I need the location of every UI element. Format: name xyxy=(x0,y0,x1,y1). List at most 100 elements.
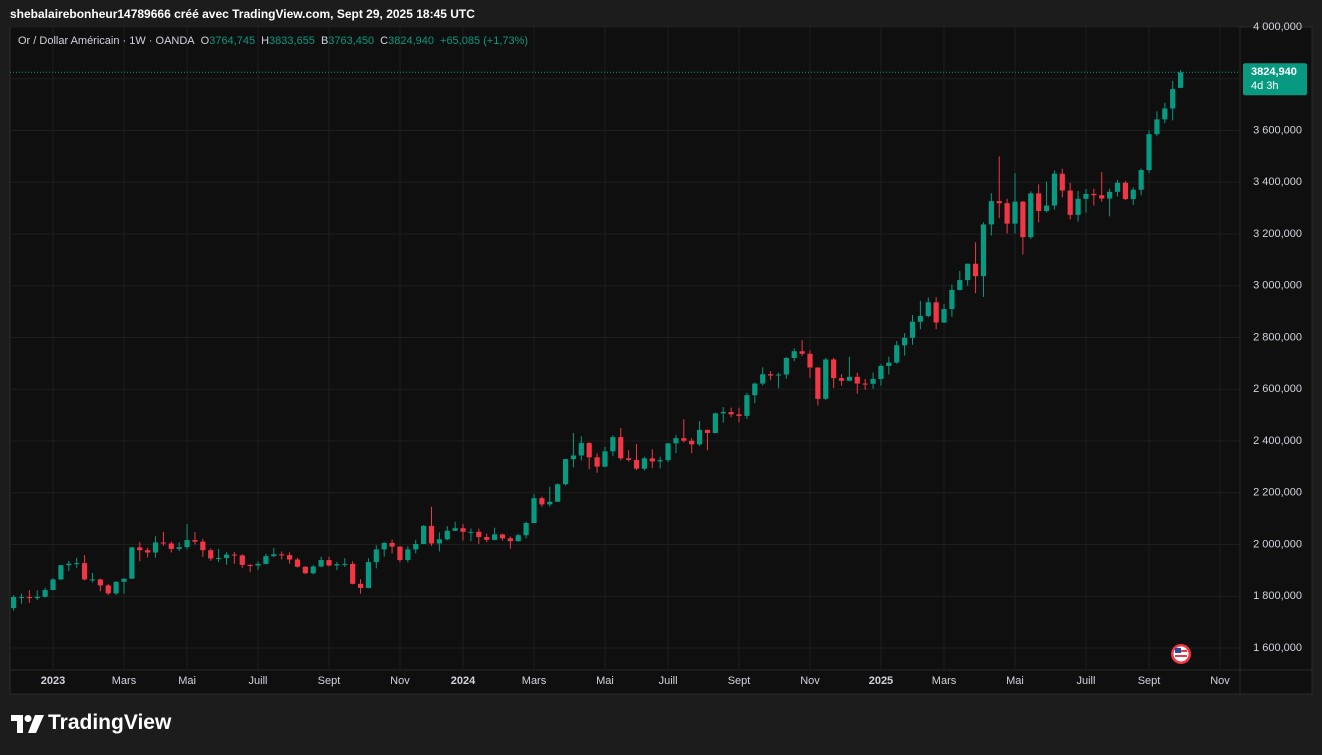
candle-body xyxy=(200,541,206,551)
candle-body xyxy=(334,564,340,566)
quote-item: B3763,450 xyxy=(321,35,374,47)
candle-body xyxy=(626,458,632,460)
candle-body xyxy=(547,501,553,505)
candle-body xyxy=(365,562,372,588)
candle-body xyxy=(602,451,608,467)
candle-body xyxy=(594,457,600,467)
candle-body xyxy=(799,351,805,354)
candle-body xyxy=(610,437,616,452)
y-tick-label: 2 400,000 xyxy=(1253,435,1302,447)
candle-body xyxy=(255,563,261,566)
quote-key: B xyxy=(320,35,329,47)
candle-body xyxy=(137,547,143,551)
candle-body xyxy=(957,280,963,290)
x-tick-label: Nov xyxy=(800,675,820,687)
candle-body xyxy=(933,302,939,323)
candle-body xyxy=(1114,182,1121,192)
x-tick-label: Juill xyxy=(659,675,678,687)
candle-body xyxy=(42,590,48,597)
candle-body xyxy=(712,413,718,433)
candle-body xyxy=(11,597,17,609)
x-tick-label: Mars xyxy=(112,675,137,687)
y-tick-label: 1 600,000 xyxy=(1253,642,1302,654)
candle-body xyxy=(791,351,797,358)
candle-body xyxy=(413,543,419,550)
candle-body xyxy=(854,376,860,384)
candle-body xyxy=(58,565,64,580)
candle-body xyxy=(1067,190,1073,215)
candle-body xyxy=(815,367,821,399)
candle-body xyxy=(176,547,182,549)
candle-body xyxy=(231,554,237,556)
candle-body xyxy=(767,374,774,376)
candle-body xyxy=(507,538,513,542)
x-tick-label: 2023 xyxy=(41,675,65,687)
candle-body xyxy=(263,556,269,564)
y-tick-label: 2 800,000 xyxy=(1253,331,1302,343)
candle-body xyxy=(949,289,955,310)
candle-body xyxy=(760,374,766,384)
chart-panel xyxy=(9,26,1313,695)
candle-body xyxy=(823,359,829,399)
candle-body xyxy=(665,443,671,461)
candle-body xyxy=(491,534,498,540)
candle-body xyxy=(831,359,837,379)
candle-body xyxy=(113,581,119,594)
quote-item: C3824,940 xyxy=(380,35,434,47)
candle-body xyxy=(1036,193,1042,211)
candle-body xyxy=(428,525,435,544)
candle-body xyxy=(618,437,624,459)
candle-body xyxy=(657,460,663,462)
y-tick-label: 4 000,000 xyxy=(1253,21,1302,33)
event-flag xyxy=(1171,644,1191,664)
quote-change: +65,085 (+1,73%) xyxy=(440,35,529,47)
candle-body xyxy=(783,357,789,375)
candle-body xyxy=(941,309,947,323)
candle-body xyxy=(965,263,971,281)
candle-body xyxy=(570,455,577,460)
candle-body xyxy=(342,563,348,565)
candle-body xyxy=(807,353,813,368)
quote-item: H3833,655 xyxy=(261,35,315,47)
caption: shebalairebonheur14789666 créé avec Trad… xyxy=(10,7,475,21)
candle-body xyxy=(168,543,174,549)
quote-item: O3764,745 xyxy=(201,35,255,47)
candle-body xyxy=(862,383,868,385)
quote-value: 3824,940 xyxy=(388,35,435,47)
candle-body xyxy=(310,566,316,574)
candle-body xyxy=(562,459,569,485)
candle-body xyxy=(846,376,853,381)
x-tick-label: Sept xyxy=(318,675,341,687)
brand: TradingView xyxy=(48,711,172,734)
candle-body xyxy=(192,540,198,542)
candle-body xyxy=(18,597,25,599)
candle-body xyxy=(1122,182,1128,200)
x-tick-label: Mars xyxy=(932,675,957,687)
candle-body xyxy=(878,365,884,379)
x-tick-label: Nov xyxy=(1210,675,1230,687)
x-tick-label: Mars xyxy=(522,675,547,687)
candle-body xyxy=(208,550,214,559)
candle-body xyxy=(1075,198,1081,215)
candle-body xyxy=(838,378,845,381)
x-tick-label: Mai xyxy=(596,675,614,687)
candle-body xyxy=(373,549,379,563)
candle-body xyxy=(89,579,96,581)
candle-body xyxy=(1012,201,1018,224)
x-tick-label: 2024 xyxy=(451,675,476,687)
candle-body xyxy=(917,316,923,322)
candle-body xyxy=(389,542,395,547)
x-tick-label: Mai xyxy=(178,675,196,687)
candle-body xyxy=(476,531,482,538)
candle-body xyxy=(223,554,230,558)
candle-body xyxy=(1004,203,1010,224)
candle-body xyxy=(239,555,245,565)
candle-body xyxy=(1177,72,1184,88)
candle-body xyxy=(925,302,931,317)
candle-body xyxy=(1043,205,1050,211)
candle-body xyxy=(1059,173,1065,191)
candle-body xyxy=(673,438,679,444)
candle-body xyxy=(523,523,529,536)
candle-body xyxy=(121,578,127,582)
candle-body xyxy=(515,535,521,542)
